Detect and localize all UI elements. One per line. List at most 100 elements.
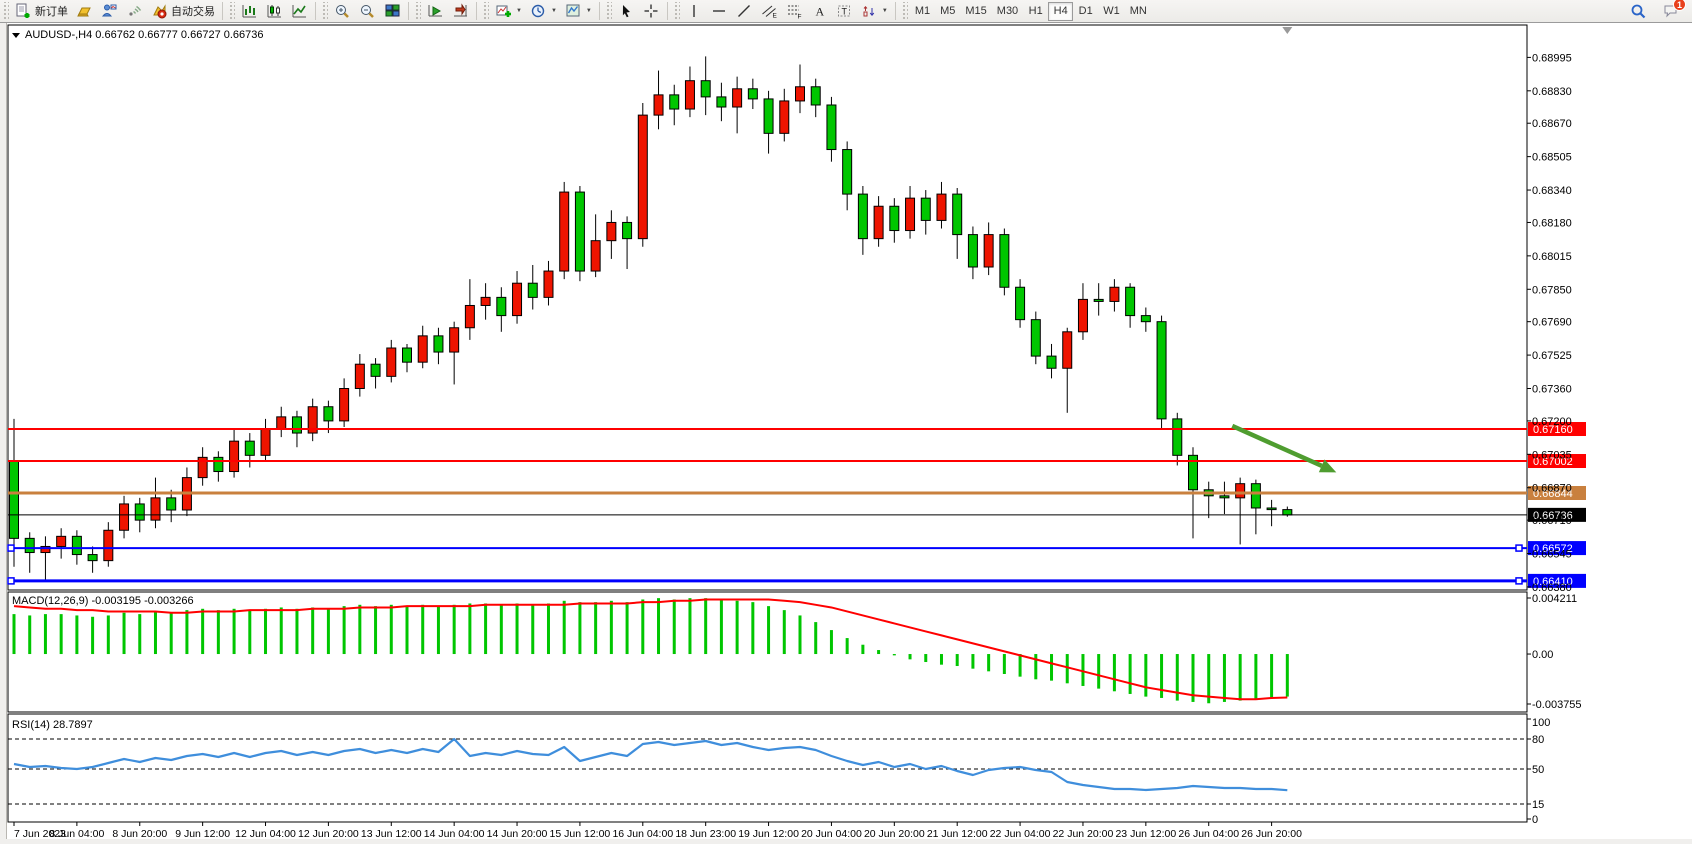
toolbar-drag-handle[interactable] (672, 2, 680, 20)
price-axis-label: 0.67035 (1532, 449, 1572, 461)
candle (56, 535, 67, 547)
price-tag: 0.66410 (1528, 573, 1586, 588)
svg-text:0.66844: 0.66844 (1533, 488, 1573, 500)
candle (857, 193, 868, 240)
candle (700, 80, 711, 98)
profiles-icon (101, 3, 118, 19)
chevron-down-icon[interactable]: ▼ (550, 8, 557, 14)
channel-icon: E (761, 3, 778, 19)
notifications-button[interactable]: 1 (1659, 0, 1686, 22)
candle (402, 347, 412, 363)
candle (291, 416, 302, 434)
symbol-dropdown-icon[interactable] (12, 32, 20, 38)
line-handle-right[interactable] (1515, 577, 1523, 585)
autotrading-button-label: 自动交易 (171, 6, 215, 18)
chart-shift-marker[interactable] (1282, 27, 1293, 34)
candle (433, 335, 444, 353)
svg-text:0.67002: 0.67002 (1533, 456, 1573, 468)
indicators-button[interactable]: ▼ (491, 1, 526, 22)
market-watch-button[interactable] (72, 1, 97, 22)
time-axis-label: 8 Jun 20:00 (112, 828, 167, 840)
toolbar-drag-handle[interactable] (414, 2, 421, 20)
timeframe-button-m1[interactable]: M1 (914, 5, 931, 17)
line-handle-right[interactable] (1515, 544, 1523, 552)
cursor-button[interactable] (614, 1, 639, 22)
timeframe-button-h4[interactable]: H4 (1048, 1, 1074, 21)
chevron-down-icon[interactable]: ▼ (881, 8, 888, 14)
arrow-annotation[interactable] (1231, 423, 1337, 473)
price-axis-label: 0.66870 (1532, 483, 1572, 495)
periods-button[interactable]: ▼ (526, 1, 561, 22)
candle (1030, 319, 1041, 357)
svg-text:T: T (841, 7, 847, 17)
candle (244, 440, 255, 456)
candle (464, 304, 475, 329)
templates-button[interactable]: ▼ (561, 1, 596, 22)
timeframe-button-m30[interactable]: M30 (996, 5, 1019, 17)
candle (590, 240, 601, 272)
signals-button[interactable] (122, 1, 147, 22)
trendline-button[interactable] (732, 1, 757, 22)
candle (574, 191, 585, 272)
toolbar-drag-handle[interactable] (900, 2, 908, 20)
time-axis-label: 26 Jun 04:00 (1178, 828, 1239, 840)
macd-axis-label: -0.003755 (1532, 699, 1582, 711)
line-handle-left[interactable] (7, 577, 15, 585)
toolbar-drag-handle[interactable] (228, 2, 235, 20)
profiles-button[interactable] (97, 1, 122, 22)
search-button[interactable] (1626, 1, 1651, 22)
candle (213, 456, 224, 473)
line-chart-icon (291, 3, 308, 19)
macd-indicator-label: MACD(12,26,9) -0.003195 -0.003266 (12, 595, 194, 607)
horizontal-line-objects: 0.67160 0.67002 0.66844 0.66736 0.66572 0.664… (7, 422, 1586, 588)
candle (40, 545, 51, 554)
new-order-button[interactable]: 新订单 (11, 1, 72, 22)
zoom-in-button[interactable] (330, 1, 355, 22)
text-button[interactable]: A (807, 1, 832, 22)
symbol-ohlc-label: AUDUSD-,H4 0.66762 0.66777 0.66727 0.667… (25, 29, 264, 41)
chart-shift-button[interactable] (448, 1, 473, 22)
candle (1109, 286, 1120, 302)
timeframe-button-h1[interactable]: H1 (1028, 5, 1043, 17)
fibonacci-button[interactable]: F (782, 1, 807, 22)
auto-scroll-button[interactable] (423, 1, 448, 22)
price-axis-label: 0.68180 (1532, 217, 1572, 229)
toolbar-separator (476, 2, 477, 20)
price-tag: 0.66736 (1528, 507, 1586, 522)
macd-indicator: 0.004211 0.00 -0.003755 (12, 593, 1582, 711)
market-watch-icon (76, 3, 93, 19)
tile-windows-button[interactable] (380, 1, 405, 22)
candle (732, 88, 743, 108)
timeframe-button-mn[interactable]: MN (1129, 5, 1147, 17)
candle (24, 537, 35, 554)
chevron-down-icon[interactable]: ▼ (516, 8, 522, 14)
crosshair-button[interactable] (639, 1, 664, 22)
autotrading-button[interactable]: 自动交易 (147, 1, 219, 22)
zoom-out-button[interactable] (355, 1, 380, 22)
candlestick-chart-button[interactable] (262, 1, 287, 22)
line-chart-button[interactable] (287, 1, 312, 22)
rsi-pane[interactable] (7, 713, 1528, 823)
toolbar-drag-handle[interactable] (321, 2, 328, 20)
bar-chart-button[interactable] (237, 1, 262, 22)
timeframe-button-w1[interactable]: W1 (1103, 5, 1120, 17)
toolbar-drag-handle[interactable] (482, 2, 489, 20)
toolbar-drag-handle[interactable] (604, 2, 612, 20)
chevron-down-icon[interactable]: ▼ (585, 8, 592, 14)
horizontal-line-button[interactable] (707, 1, 732, 22)
arrows-button[interactable]: ▼ (857, 1, 892, 22)
line-handle-left[interactable] (7, 544, 15, 552)
symbol-header[interactable]: AUDUSD-,H4 0.66762 0.66777 0.66727 0.667… (12, 29, 264, 41)
channel-button[interactable]: E (757, 1, 782, 22)
timeframe-button-m5[interactable]: M5 (940, 5, 956, 17)
timeframe-button-m15[interactable]: M15 (965, 5, 987, 17)
candle (747, 88, 758, 100)
toolbar-drag-handle[interactable] (2, 2, 9, 20)
vertical-line-button[interactable] (682, 1, 707, 22)
timeframe-button-d1[interactable]: D1 (1078, 5, 1093, 17)
text-label-button[interactable]: T (832, 1, 857, 22)
candle (842, 149, 853, 195)
